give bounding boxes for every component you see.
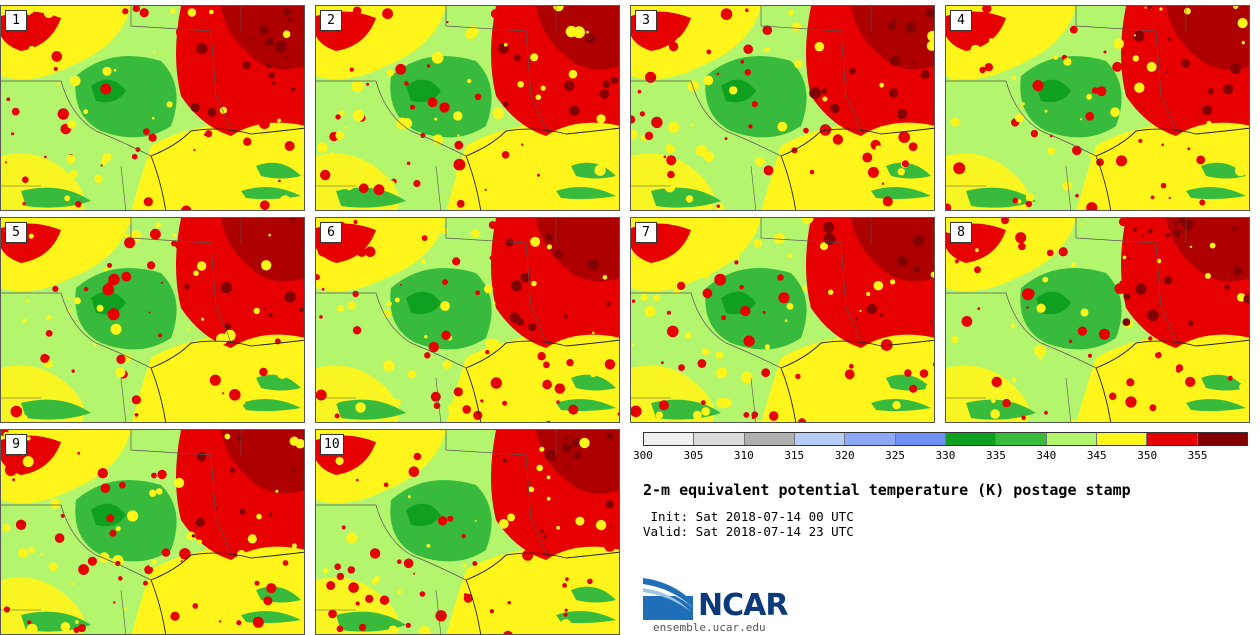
colorbar-swatch xyxy=(845,433,896,445)
colorbar-swatch xyxy=(1147,433,1198,445)
ensemble-member-panel: 7 xyxy=(630,217,935,423)
ensemble-member-panel: 3 xyxy=(630,5,935,211)
colorbar-tick-label: 300 xyxy=(633,449,653,462)
plot-title: 2-m equivalent potential temperature (K)… xyxy=(643,481,1131,499)
colorbar-tick-label: 305 xyxy=(683,449,704,462)
colorbar-tick-label: 350 xyxy=(1137,449,1158,462)
colorbar-tick-label: 340 xyxy=(1036,449,1057,462)
ensemble-member-panel: 1 xyxy=(0,5,305,211)
ensemble-member-panel: 10 xyxy=(315,429,620,635)
colorbar-tick-label: 320 xyxy=(834,449,855,462)
ensemble-member-panel: 5 xyxy=(0,217,305,423)
ensemble-member-label: 2 xyxy=(320,10,342,31)
colorbar-swatch xyxy=(996,433,1047,445)
ensemble-member-panel: 4 xyxy=(945,5,1250,211)
colorbar-tick-label: 345 xyxy=(1086,449,1107,462)
equivalent-potential-temperature-map xyxy=(316,430,619,634)
equivalent-potential-temperature-map xyxy=(316,218,619,422)
colorbar-swatch xyxy=(694,433,745,445)
colorbar-swatch xyxy=(644,433,695,445)
ensemble-member-label: 7 xyxy=(635,222,657,243)
valid-time: Valid: Sat 2018-07-14 23 UTC xyxy=(643,524,854,539)
equivalent-potential-temperature-map xyxy=(946,6,1249,210)
equivalent-potential-temperature-map xyxy=(946,218,1249,422)
colorbar-swatch xyxy=(794,433,846,445)
ensemble-member-label: 9 xyxy=(5,434,27,455)
equivalent-potential-temperature-map xyxy=(1,6,304,210)
ensemble-member-panel: 2 xyxy=(315,5,620,211)
colorbar-tick-label: 330 xyxy=(935,449,956,462)
colorbar-tick-label: 355 xyxy=(1187,449,1208,462)
ncar-logo-icon xyxy=(643,578,693,620)
colorbar-swatch xyxy=(1096,433,1148,445)
ensemble-member-panel: 9 xyxy=(0,429,305,635)
ensemble-member-label: 1 xyxy=(5,10,27,31)
colorbar-swatch xyxy=(1197,433,1247,445)
ensemble-member-panel: 8 xyxy=(945,217,1250,423)
colorbar-swatch xyxy=(895,433,946,445)
ensemble-member-panel: 6 xyxy=(315,217,620,423)
colorbar-tick-label: 310 xyxy=(733,449,754,462)
colorbar-tick-label: 315 xyxy=(784,449,805,462)
init-time: Init: Sat 2018-07-14 00 UTC xyxy=(643,509,854,524)
colorbar-swatch xyxy=(744,433,795,445)
ensemble-member-label: 8 xyxy=(950,222,972,243)
colorbar-swatch xyxy=(1046,433,1097,445)
ensemble-member-label: 6 xyxy=(320,222,342,243)
colorbar xyxy=(643,432,1248,446)
equivalent-potential-temperature-map xyxy=(631,218,934,422)
ensemble-member-label: 3 xyxy=(635,10,657,31)
ncar-logo-text: NCAR xyxy=(698,588,788,623)
equivalent-potential-temperature-map xyxy=(1,430,304,634)
colorbar-tick-labels: 300 305 310 315 320 325 330 335 340 345 350 355 xyxy=(633,449,1248,465)
ensemble-member-label: 4 xyxy=(950,10,972,31)
website-url: ensemble.ucar.edu xyxy=(653,621,766,634)
equivalent-potential-temperature-map xyxy=(1,218,304,422)
colorbar-tick-label: 325 xyxy=(885,449,906,462)
colorbar-swatch xyxy=(945,433,997,445)
equivalent-potential-temperature-map xyxy=(316,6,619,210)
ensemble-member-label: 5 xyxy=(5,222,27,243)
equivalent-potential-temperature-map xyxy=(631,6,934,210)
ensemble-member-label: 10 xyxy=(320,434,344,455)
colorbar-tick-label: 335 xyxy=(985,449,1006,462)
